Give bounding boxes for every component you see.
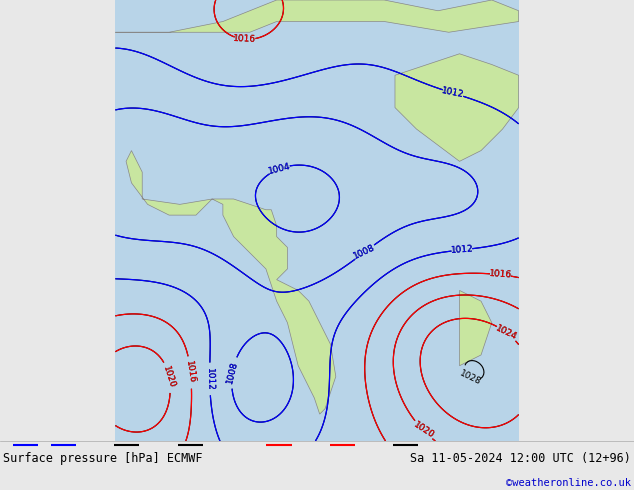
Text: 1016: 1016: [233, 34, 257, 44]
Text: 1004: 1004: [268, 162, 292, 176]
Text: 1012: 1012: [441, 86, 465, 100]
Text: 1004: 1004: [268, 162, 292, 176]
Text: Sa 11-05-2024 12:00 UTC (12+96): Sa 11-05-2024 12:00 UTC (12+96): [410, 452, 631, 465]
Text: 1016: 1016: [184, 360, 197, 384]
Polygon shape: [460, 291, 492, 366]
Text: 1016: 1016: [184, 360, 197, 384]
Polygon shape: [395, 54, 519, 161]
Text: 1008: 1008: [226, 360, 240, 385]
Text: 1020: 1020: [411, 420, 436, 441]
Text: 1008: 1008: [353, 243, 377, 261]
Text: 1016: 1016: [233, 34, 257, 44]
Polygon shape: [115, 0, 519, 32]
Text: 1024: 1024: [495, 324, 519, 342]
Text: 1016: 1016: [489, 270, 512, 280]
Text: 1020: 1020: [161, 365, 177, 389]
Text: 1012: 1012: [205, 368, 214, 391]
Text: ©weatheronline.co.uk: ©weatheronline.co.uk: [506, 478, 631, 488]
Text: 1016: 1016: [489, 270, 512, 280]
Text: 1020: 1020: [161, 365, 177, 389]
Text: 1012: 1012: [450, 245, 474, 255]
Text: 1024: 1024: [495, 324, 519, 342]
Text: 1020: 1020: [411, 420, 436, 441]
Text: 1028: 1028: [458, 368, 482, 387]
Text: 1008: 1008: [226, 360, 240, 385]
Text: 1012: 1012: [205, 368, 214, 391]
Text: Surface pressure [hPa] ECMWF: Surface pressure [hPa] ECMWF: [3, 452, 203, 465]
Text: 1012: 1012: [450, 245, 474, 255]
Text: 1012: 1012: [441, 86, 465, 100]
Polygon shape: [115, 0, 519, 441]
Polygon shape: [126, 150, 336, 414]
Text: 1008: 1008: [353, 243, 377, 261]
